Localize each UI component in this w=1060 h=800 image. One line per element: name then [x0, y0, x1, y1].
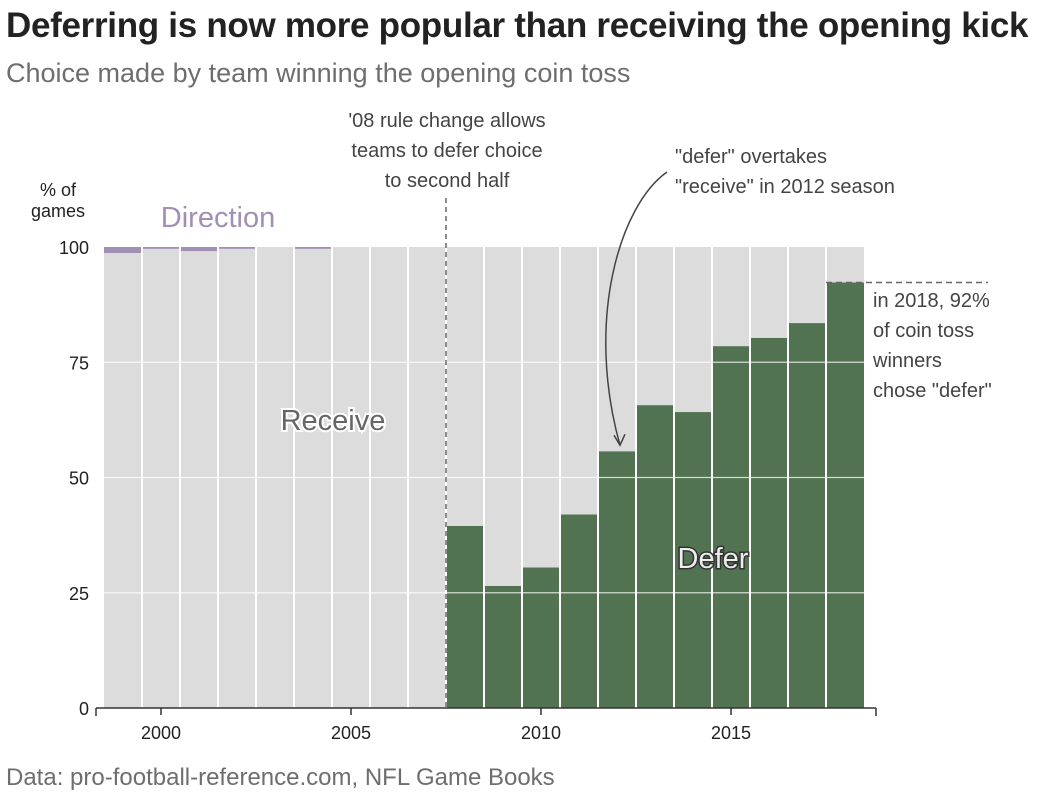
- bar-defer-2017: [788, 323, 826, 708]
- text-line: of coin toss: [873, 320, 974, 342]
- annotations-layer: '08 rule change allows teams to defer cho…: [348, 110, 992, 708]
- text-line: '08 rule change allows: [348, 110, 545, 132]
- text-line: games: [31, 201, 85, 221]
- bar-defer-2016: [750, 337, 788, 708]
- bar-receive-2008: [446, 247, 484, 526]
- y-tick-label-0: 0: [79, 699, 89, 719]
- y-tick-label-25: 25: [69, 584, 89, 604]
- series-label-receive: Receive: [281, 405, 386, 437]
- bar-receive-2017: [788, 247, 826, 324]
- bar-defer-2018: [826, 282, 864, 708]
- y-tick-label-50: 50: [69, 469, 89, 489]
- x-tick-label-2015: 2015: [711, 723, 751, 743]
- bar-direction-2000: [142, 247, 180, 249]
- bar-receive-2014: [674, 247, 712, 413]
- bar-receive-2015: [712, 247, 750, 347]
- bar-receive-2018: [826, 247, 864, 283]
- bar-receive-2011: [560, 247, 598, 515]
- y-tick-label-100: 100: [59, 238, 89, 258]
- bar-defer-2014: [674, 412, 712, 708]
- text-line: to second half: [385, 170, 510, 192]
- gridlines-layer: [104, 247, 864, 708]
- bar-receive-2009: [484, 247, 522, 586]
- text-line: "receive" in 2012 season: [675, 176, 895, 198]
- text-line: teams to defer choice: [351, 140, 542, 162]
- bar-defer-2009: [484, 585, 522, 708]
- text-line: "defer" overtakes: [675, 146, 827, 168]
- labels-layer: Direction Receive Defer: [161, 202, 751, 577]
- chart-title: Deferring is now more popular than recei…: [6, 6, 1029, 45]
- bar-defer-2010: [522, 567, 560, 708]
- bar-receive-2004: [294, 248, 332, 708]
- bar-receive-2013: [636, 247, 674, 406]
- bar-receive-2012: [598, 247, 636, 452]
- series-label-defer: Defer: [678, 543, 749, 575]
- annotation-rule-change: '08 rule change allows teams to defer cho…: [348, 110, 545, 192]
- text-line: chose "defer": [873, 380, 992, 402]
- bar-defer-2015: [712, 346, 750, 708]
- bar-receive-2016: [750, 247, 788, 338]
- bar-receive-1999: [104, 252, 142, 709]
- axes-layer: 2000 2005 2010 2015 0 25 50 75 100 % of games: [31, 180, 877, 743]
- overtake-arrow-curve: [605, 171, 668, 446]
- bar-direction-2002: [218, 247, 256, 249]
- source-note: Data: pro-football-reference.com, NFL Ga…: [6, 764, 555, 791]
- annotation-overtake: "defer" overtakes "receive" in 2012 seaso…: [675, 146, 895, 198]
- bar-direction-1999: [104, 247, 142, 253]
- text-line: winners: [872, 350, 942, 372]
- bar-defer-2008: [446, 525, 484, 708]
- bar-receive-2000: [142, 248, 180, 708]
- x-tick-label-2000: 2000: [141, 723, 181, 743]
- text-line: % of: [40, 180, 77, 200]
- y-tick-label-75: 75: [69, 353, 89, 373]
- bar-receive-2002: [218, 248, 256, 708]
- bar-direction-2001: [180, 247, 218, 252]
- bar-defer-2012: [598, 451, 636, 708]
- bar-direction-2004: [294, 247, 332, 249]
- bars-layer: [104, 247, 864, 709]
- annotation-2018: in 2018, 92% of coin toss winners chose "de…: [872, 290, 992, 402]
- x-tick-label-2010: 2010: [521, 723, 561, 743]
- bar-defer-2013: [636, 405, 674, 708]
- chart-subtitle: Choice made by team winning the opening …: [6, 58, 631, 88]
- series-label-direction: Direction: [161, 202, 275, 234]
- bar-receive-2010: [522, 247, 560, 568]
- y-axis-label: % of games: [31, 180, 85, 221]
- chart-canvas: 2000 2005 2010 2015 0 25 50 75 100 % of games Dire…: [31, 110, 992, 743]
- text-line: in 2018, 92%: [873, 290, 990, 312]
- overtake-arrow-head: [613, 433, 626, 447]
- x-tick-label-2005: 2005: [331, 723, 371, 743]
- bar-receive-2001: [180, 251, 218, 709]
- bar-defer-2011: [560, 514, 598, 708]
